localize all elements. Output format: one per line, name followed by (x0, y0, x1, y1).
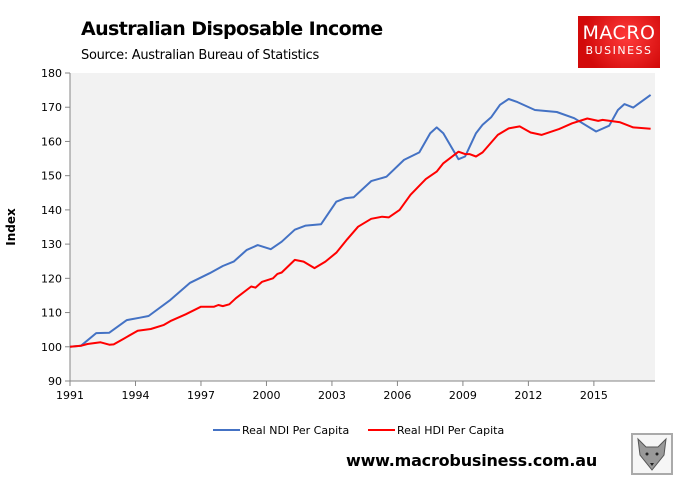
chart-title: Australian Disposable Income (81, 18, 383, 40)
y-tick-label: 90 (48, 375, 62, 388)
legend-label: Real NDI Per Capita (242, 424, 349, 437)
x-tick-label: 2012 (514, 389, 542, 402)
footer-url: www.macrobusiness.com.au (346, 451, 598, 470)
y-tick-label: 100 (41, 341, 62, 354)
legend-label: Real HDI Per Capita (397, 424, 504, 437)
x-tick-label: 2015 (580, 389, 608, 402)
macrobusiness-logo: MACRO BUSINESS (578, 16, 660, 68)
x-tick-label: 1991 (56, 389, 84, 402)
y-tick-label: 140 (41, 204, 62, 217)
series-line-hdi (69, 117, 651, 348)
y-tick-label: 160 (41, 135, 62, 148)
y-tick-label: 120 (41, 272, 62, 285)
plot-area (70, 73, 655, 381)
logo-line2: BUSINESS (585, 44, 653, 57)
wolf-logo-icon (631, 433, 673, 475)
logo-line1: MACRO (582, 22, 656, 44)
x-tick-label: 2003 (318, 389, 346, 402)
y-axis-label: Index (4, 208, 18, 246)
y-tick-label: 170 (41, 101, 62, 114)
x-tick-label: 2000 (252, 389, 280, 402)
series-line-ndi (69, 94, 652, 348)
y-tick-label: 150 (41, 170, 62, 183)
chart-source: Source: Australian Bureau of Statistics (81, 48, 319, 63)
y-tick-label: 110 (41, 307, 62, 320)
x-tick-label: 2009 (449, 389, 477, 402)
y-tick-label: 130 (41, 238, 62, 251)
x-tick-label: 2006 (383, 389, 411, 402)
x-tick-label: 1997 (187, 389, 215, 402)
y-tick-label: 180 (41, 67, 62, 80)
x-tick-label: 1994 (121, 389, 149, 402)
